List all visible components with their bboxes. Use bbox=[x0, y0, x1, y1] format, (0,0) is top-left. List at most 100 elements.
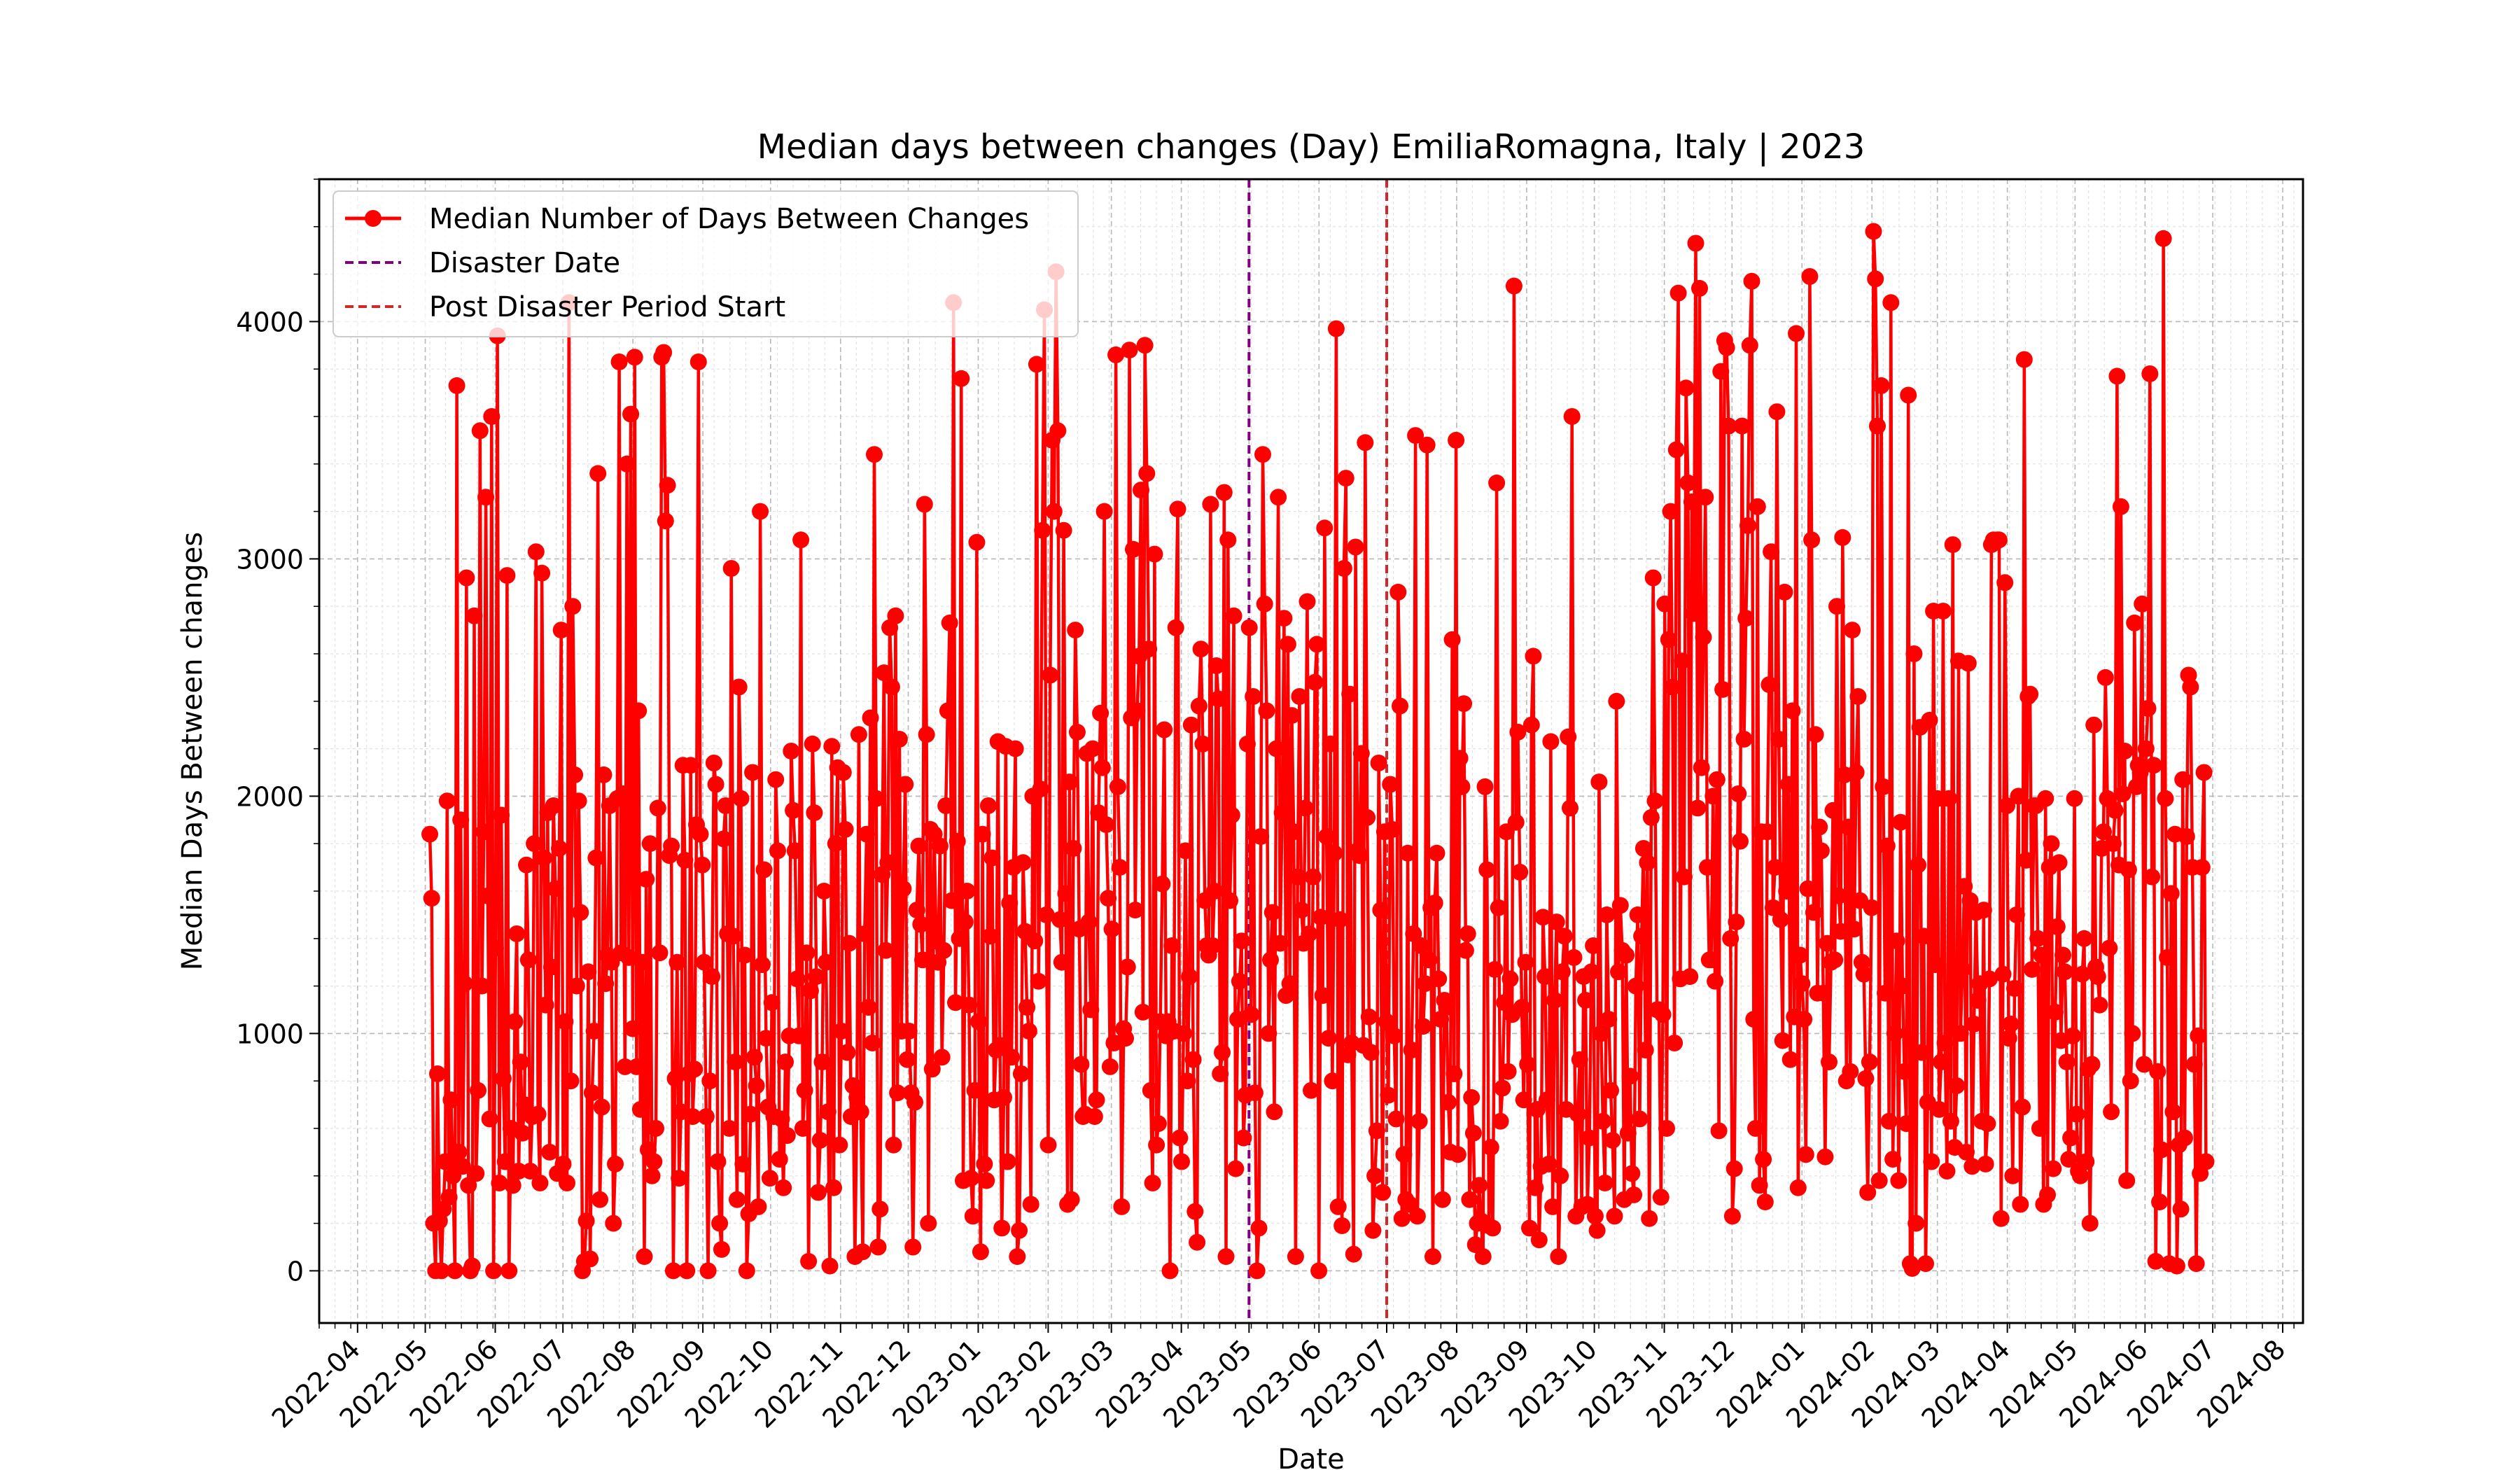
data-point bbox=[1634, 840, 1652, 857]
data-point bbox=[974, 825, 991, 843]
data-point bbox=[1695, 629, 1712, 646]
data-point bbox=[734, 1155, 752, 1172]
data-point bbox=[1828, 598, 1845, 615]
data-point bbox=[1550, 1248, 1567, 1266]
data-point bbox=[1387, 1110, 1405, 1128]
data-point bbox=[519, 951, 537, 969]
data-point bbox=[2185, 1056, 2203, 1073]
data-point bbox=[1618, 946, 1635, 964]
data-point bbox=[2188, 1255, 2205, 1273]
data-point bbox=[556, 1013, 574, 1030]
data-point bbox=[1149, 1115, 1167, 1133]
data-point bbox=[1486, 960, 1504, 978]
data-point bbox=[541, 1143, 559, 1161]
data-point bbox=[1492, 1112, 1509, 1130]
data-point bbox=[1009, 1248, 1026, 1266]
data-point bbox=[1304, 868, 1322, 886]
data-point bbox=[1258, 702, 1275, 720]
data-point bbox=[1453, 778, 1471, 795]
data-point bbox=[1229, 1011, 1247, 1028]
data-point bbox=[738, 1262, 755, 1280]
data-point bbox=[2151, 1194, 2169, 1211]
data-point bbox=[1720, 417, 1737, 435]
data-point bbox=[2162, 885, 2180, 902]
data-point bbox=[864, 1035, 881, 1051]
data-point bbox=[450, 1143, 468, 1161]
data-point bbox=[587, 849, 605, 867]
data-point bbox=[2139, 700, 2157, 717]
data-point bbox=[935, 941, 953, 959]
data-point bbox=[1714, 680, 1732, 698]
data-point bbox=[2023, 960, 2040, 978]
data-point bbox=[889, 1084, 906, 1102]
data-point bbox=[2174, 771, 2192, 788]
data-point bbox=[2081, 1214, 2099, 1232]
data-point bbox=[1907, 1214, 1925, 1232]
data-point bbox=[1440, 1093, 1457, 1111]
data-point bbox=[1735, 731, 1753, 748]
data-point bbox=[1741, 337, 1758, 354]
data-point bbox=[2037, 790, 2054, 807]
data-point bbox=[1604, 1132, 1621, 1149]
data-point bbox=[1646, 792, 1664, 810]
data-point bbox=[2116, 743, 2134, 760]
data-point bbox=[1434, 1191, 1451, 1208]
data-point bbox=[831, 1136, 848, 1154]
data-point bbox=[659, 477, 676, 494]
data-point bbox=[1522, 716, 1540, 734]
data-point bbox=[1461, 1191, 1478, 1208]
data-point bbox=[1301, 925, 1318, 942]
data-point bbox=[1037, 906, 1055, 923]
data-point bbox=[605, 1214, 622, 1232]
data-point bbox=[833, 1023, 850, 1040]
data-point bbox=[1821, 1054, 1837, 1071]
data-point bbox=[423, 890, 440, 907]
data-point bbox=[778, 1127, 796, 1144]
data-point bbox=[1797, 1146, 1814, 1163]
data-point bbox=[1326, 844, 1343, 862]
data-point bbox=[2000, 1030, 2017, 1047]
data-point bbox=[1084, 740, 1101, 757]
data-point bbox=[1156, 721, 1173, 738]
data-point bbox=[1867, 270, 1884, 288]
data-point bbox=[1206, 883, 1223, 899]
data-point bbox=[1998, 797, 2015, 814]
data-point bbox=[1664, 678, 1681, 696]
data-point bbox=[1515, 1091, 1532, 1109]
data-point bbox=[2106, 802, 2124, 819]
data-point bbox=[1778, 883, 1795, 899]
data-point bbox=[1654, 1006, 1672, 1023]
y-tick-label: 2000 bbox=[236, 781, 304, 812]
data-point bbox=[836, 820, 854, 838]
data-point bbox=[1639, 854, 1656, 872]
data-point bbox=[875, 664, 892, 682]
data-point bbox=[707, 776, 724, 793]
data-point bbox=[458, 569, 475, 587]
data-point bbox=[2006, 980, 2023, 997]
data-point bbox=[1723, 1208, 1741, 1225]
data-point bbox=[697, 1108, 715, 1126]
data-point bbox=[2112, 498, 2129, 515]
data-point bbox=[496, 1153, 514, 1170]
data-point bbox=[827, 835, 844, 853]
data-point bbox=[2033, 946, 2050, 964]
data-point bbox=[1093, 759, 1111, 776]
data-point bbox=[1366, 1167, 1384, 1184]
data-point bbox=[1318, 828, 1336, 845]
data-point bbox=[1210, 690, 1227, 708]
data-point bbox=[2095, 823, 2112, 841]
data-point bbox=[1560, 728, 1577, 746]
data-point bbox=[1722, 930, 1740, 947]
data-point bbox=[786, 842, 804, 860]
data-point bbox=[649, 799, 666, 817]
data-point bbox=[1256, 595, 1273, 612]
chart-title: Median days between changes (Day) Emilia… bbox=[757, 127, 1865, 167]
data-point bbox=[1378, 1013, 1395, 1030]
data-point bbox=[1857, 1070, 1875, 1087]
data-point bbox=[1710, 1122, 1728, 1140]
data-point bbox=[684, 1108, 701, 1126]
data-point bbox=[1327, 320, 1345, 337]
data-point bbox=[1689, 799, 1707, 817]
data-point bbox=[1364, 1222, 1382, 1239]
data-point bbox=[1134, 1003, 1152, 1021]
